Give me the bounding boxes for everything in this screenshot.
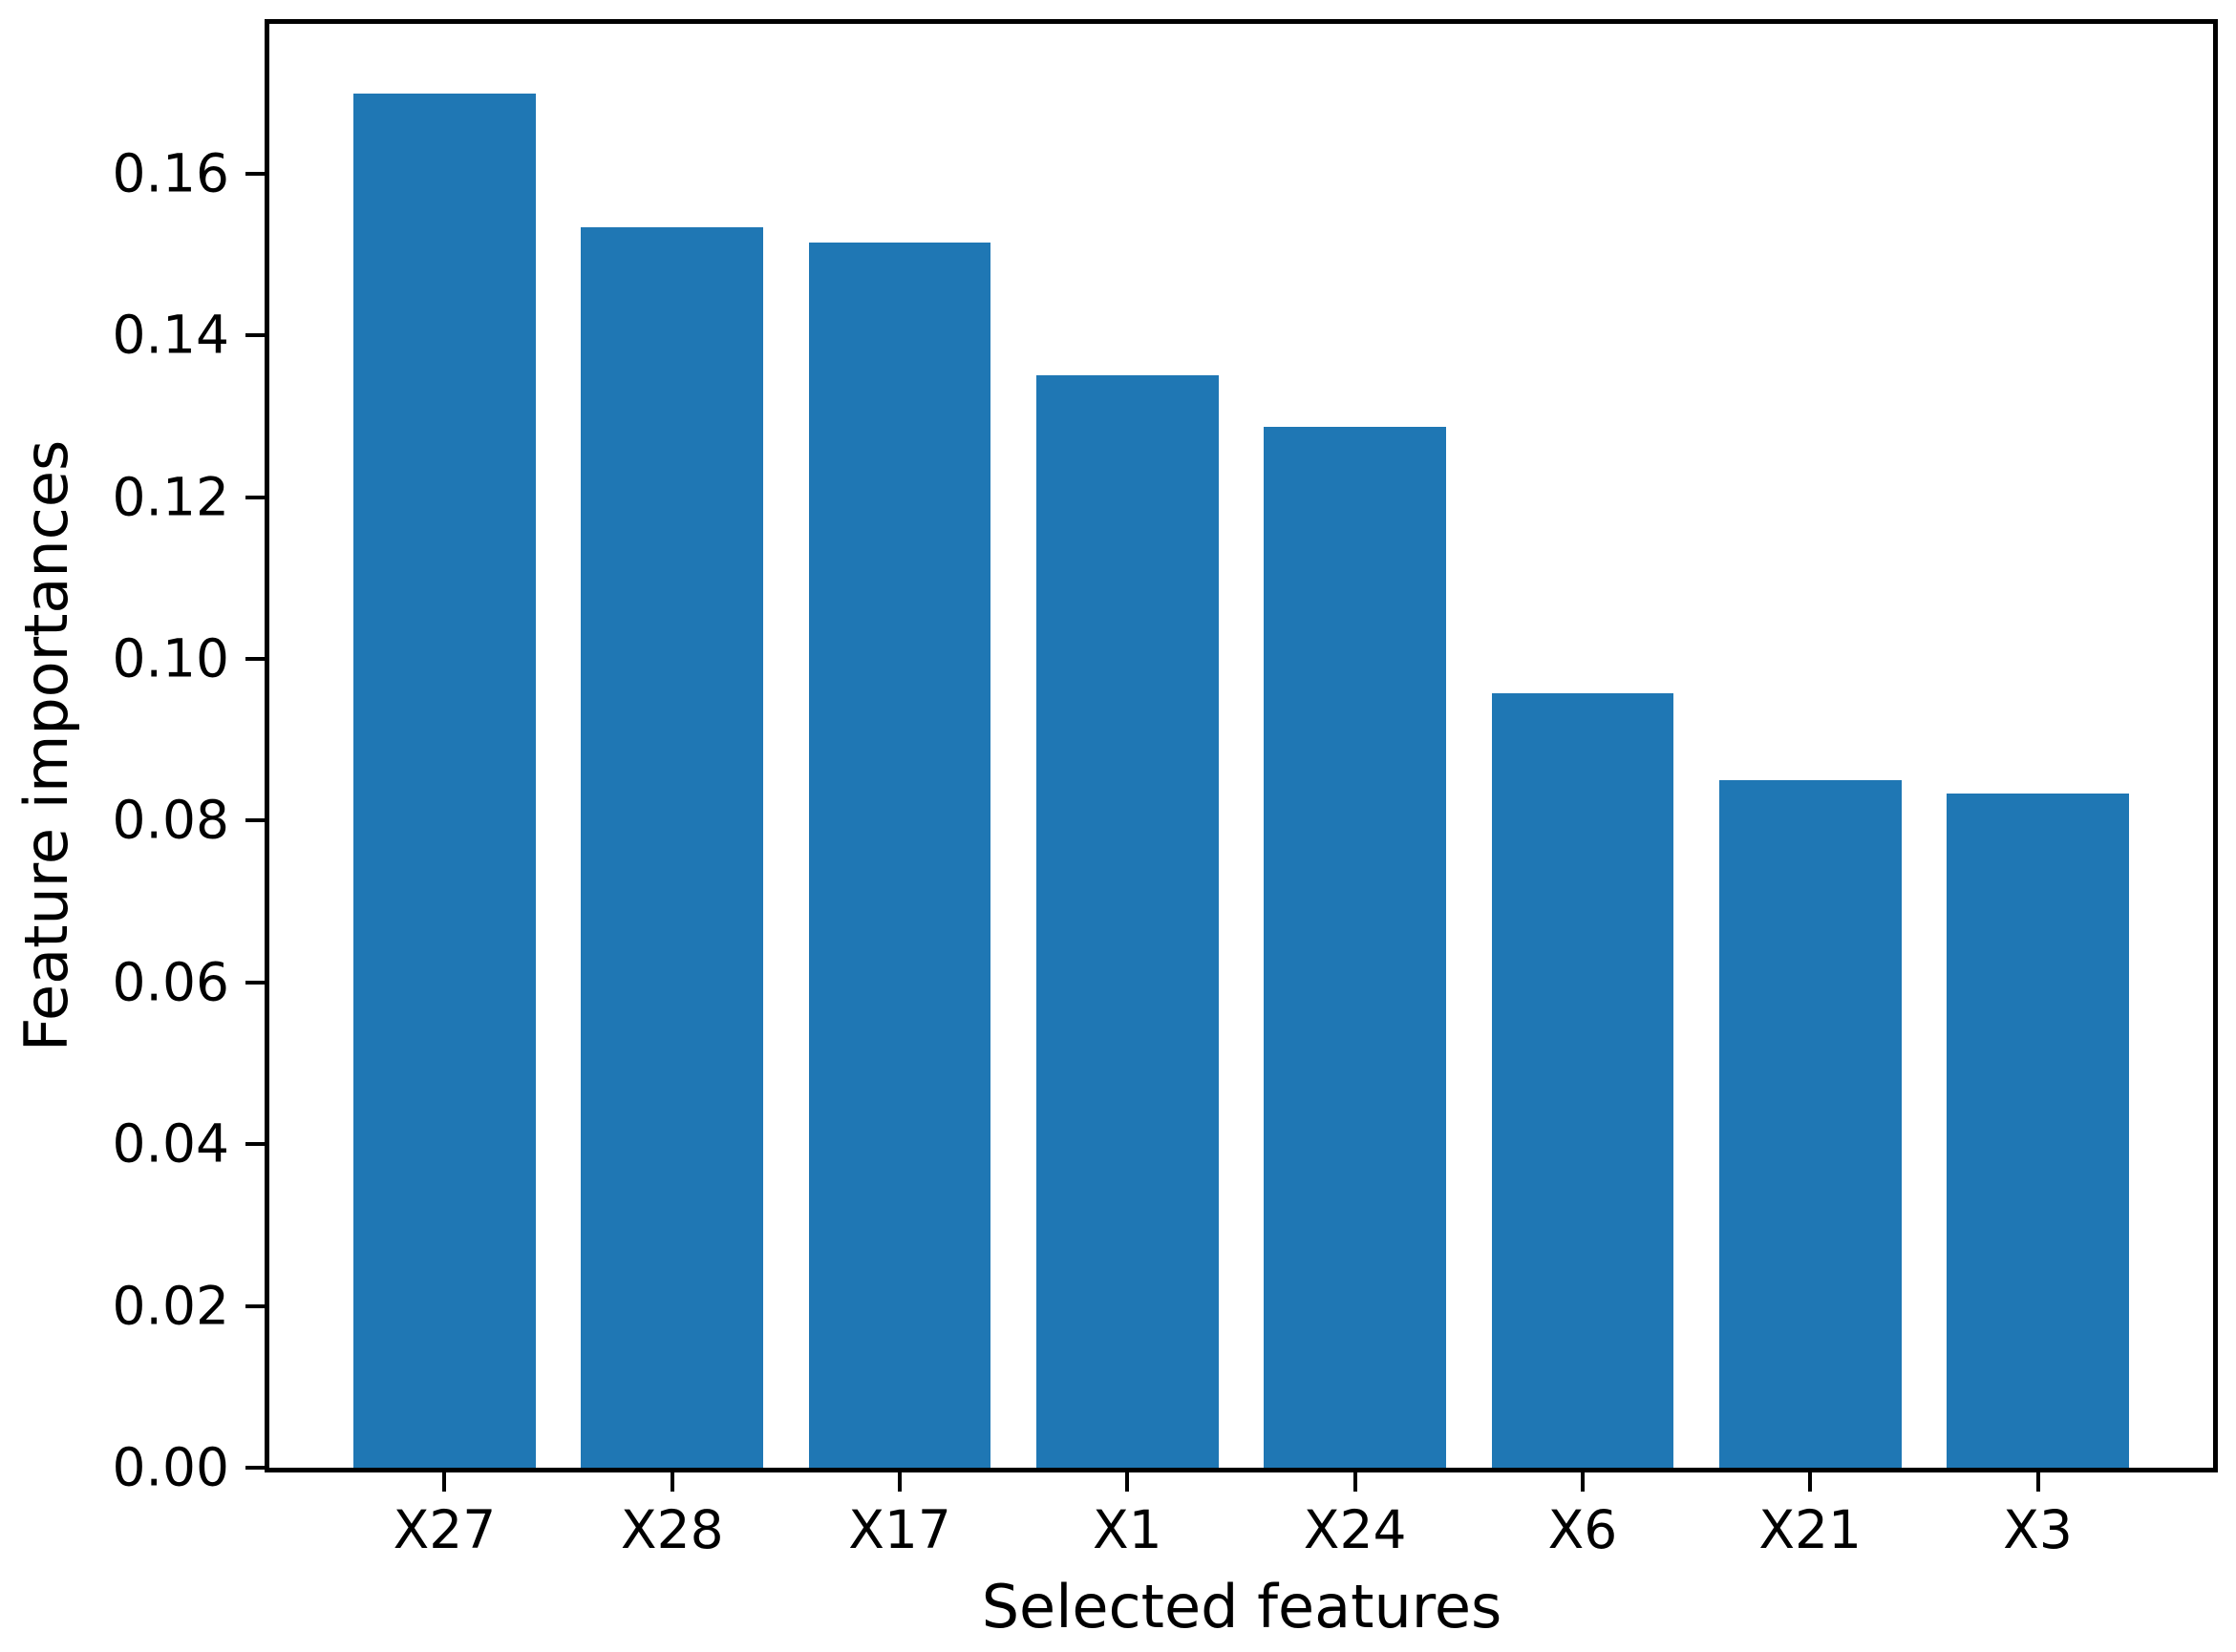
y-tick-label-0.06: 0.06 xyxy=(112,951,229,1013)
bar-X27 xyxy=(353,93,536,1468)
y-tick-label-0.08: 0.08 xyxy=(112,789,229,851)
x-tick-label-X3: X3 xyxy=(2003,1499,2073,1560)
x-axis-label: Selected features xyxy=(981,1572,1502,1641)
bar-X28 xyxy=(581,227,764,1468)
y-tick-label-0.12: 0.12 xyxy=(112,466,229,528)
bar-X3 xyxy=(1947,794,2129,1468)
y-tick-mark-0.16 xyxy=(245,171,265,176)
x-tick-mark-X1 xyxy=(1125,1472,1130,1492)
y-tick-mark-0.08 xyxy=(245,818,265,823)
x-tick-mark-X3 xyxy=(2035,1472,2040,1492)
y-tick-mark-0.12 xyxy=(245,495,265,499)
x-tick-mark-X21 xyxy=(1808,1472,1813,1492)
bar-X24 xyxy=(1264,426,1446,1468)
y-tick-label-0.16: 0.16 xyxy=(112,142,229,204)
plot-area: X27 X28 X17 X1 X24 X6 X21 X3 0.00 0.02 0.04 0.06 0.0… xyxy=(113,19,2218,1557)
y-tick-label-0.02: 0.02 xyxy=(112,1275,229,1337)
y-tick-label-0.00: 0.00 xyxy=(112,1436,229,1498)
y-tick-mark-0.10 xyxy=(245,656,265,661)
bar-X6 xyxy=(1491,692,1674,1468)
bar-X1 xyxy=(1036,375,1219,1468)
bars-layer xyxy=(269,24,2213,1468)
y-tick-mark-0.06 xyxy=(245,980,265,985)
x-tick-label-X27: X27 xyxy=(393,1499,497,1560)
x-tick-label-X24: X24 xyxy=(1303,1499,1407,1560)
x-tick-mark-X28 xyxy=(670,1472,674,1492)
x-tick-mark-X27 xyxy=(442,1472,447,1492)
x-tick-mark-X24 xyxy=(1352,1472,1357,1492)
y-tick-mark-0.04 xyxy=(245,1142,265,1147)
y-tick-mark-0.14 xyxy=(245,333,265,338)
y-axis-label: Feature importances xyxy=(11,439,81,1052)
y-tick-label-0.10: 0.10 xyxy=(112,627,229,689)
y-tick-label-0.14: 0.14 xyxy=(112,304,229,366)
bar-X17 xyxy=(808,242,991,1468)
x-tick-label-X28: X28 xyxy=(620,1499,724,1560)
x-tick-label-X17: X17 xyxy=(848,1499,951,1560)
x-tick-label-X6: X6 xyxy=(1547,1499,1618,1560)
y-tick-label-0.04: 0.04 xyxy=(112,1112,229,1175)
y-tick-mark-0.00 xyxy=(245,1466,265,1470)
x-tick-label-X21: X21 xyxy=(1758,1499,1863,1560)
y-tick-mark-0.02 xyxy=(245,1303,265,1308)
x-tick-mark-X17 xyxy=(898,1472,903,1492)
bar-X21 xyxy=(1718,780,1902,1468)
x-tick-mark-X6 xyxy=(1580,1472,1585,1492)
x-tick-label-X1: X1 xyxy=(1093,1499,1162,1560)
